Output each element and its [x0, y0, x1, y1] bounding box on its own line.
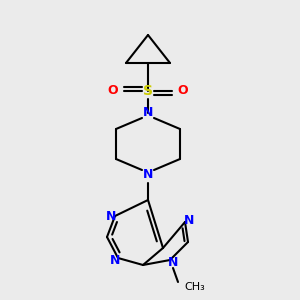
Text: N: N: [143, 169, 153, 182]
Text: N: N: [184, 214, 194, 226]
Text: N: N: [106, 209, 116, 223]
Text: N: N: [168, 256, 178, 268]
Text: N: N: [143, 106, 153, 119]
Text: N: N: [110, 254, 120, 266]
Text: S: S: [143, 84, 153, 98]
Text: O: O: [178, 85, 188, 98]
Text: CH₃: CH₃: [184, 282, 205, 292]
Text: O: O: [108, 85, 118, 98]
